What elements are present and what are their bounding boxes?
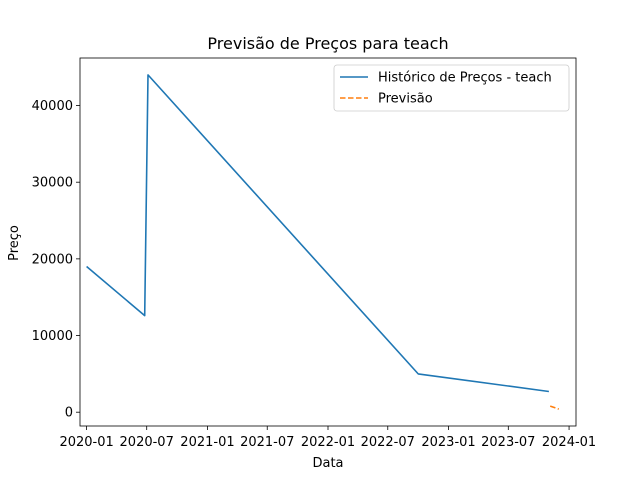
legend: Histórico de Preços - teach Previsão bbox=[333, 64, 570, 112]
y-tick-label: 10000 bbox=[32, 329, 73, 344]
legend-frame bbox=[333, 64, 570, 112]
chart-title: Previsão de Preços para teach bbox=[207, 34, 448, 53]
x-tick-label: 2020-01 bbox=[59, 435, 113, 450]
x-tick-label: 2021-07 bbox=[240, 435, 294, 450]
x-axis-label: Data bbox=[312, 456, 343, 471]
legend-label-previsao: Previsão bbox=[378, 92, 433, 107]
x-tick-label: 2021-01 bbox=[180, 435, 234, 450]
series-line-historico bbox=[86, 74, 550, 393]
y-axis-label: Preço bbox=[7, 225, 22, 261]
x-tick-label: 2020-07 bbox=[120, 435, 174, 450]
x-tick-label: 2023-01 bbox=[421, 435, 475, 450]
series-layer bbox=[86, 74, 560, 410]
y-tick-label: 40000 bbox=[32, 99, 73, 114]
x-tick-label: 2022-01 bbox=[301, 435, 355, 450]
plot-frame bbox=[79, 57, 577, 427]
y-axis: 0 10000 20000 30000 40000 bbox=[32, 99, 80, 421]
series-line-previsao bbox=[549, 405, 560, 410]
y-tick-label: 0 bbox=[65, 406, 73, 421]
legend-label-historico: Histórico de Preços - teach bbox=[378, 71, 552, 86]
x-tick-label: 2023-07 bbox=[481, 435, 535, 450]
x-axis: 2020-01 2020-07 2021-01 2021-07 2022-01 2022-… bbox=[59, 426, 596, 450]
y-tick-label: 20000 bbox=[32, 252, 73, 267]
x-tick-label: 2024-01 bbox=[542, 435, 596, 450]
y-tick-label: 30000 bbox=[32, 176, 73, 191]
x-tick-label: 2022-07 bbox=[361, 435, 415, 450]
